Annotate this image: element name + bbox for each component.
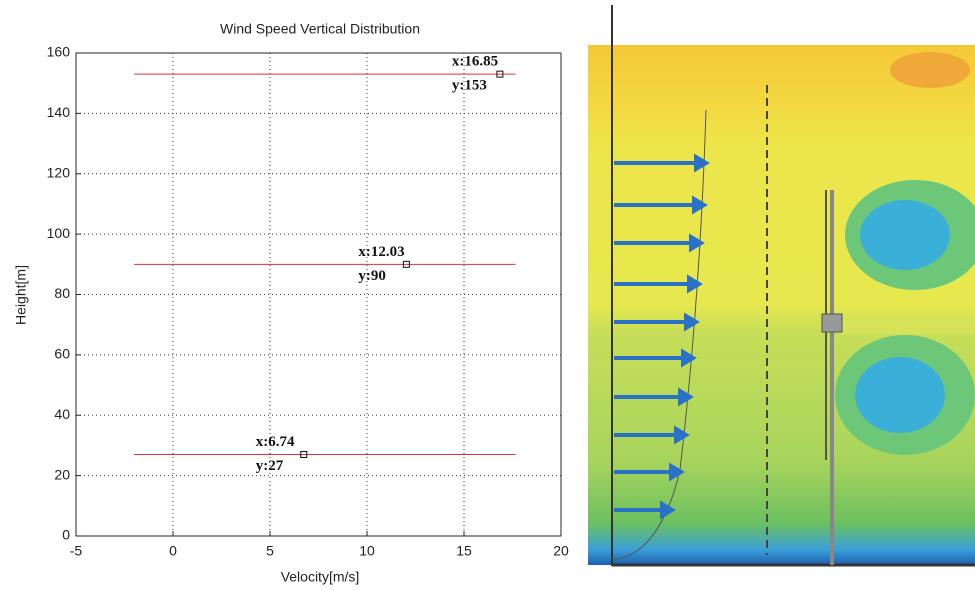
y-tick-label: 60 — [54, 346, 70, 362]
y-tick-label: 100 — [47, 225, 71, 241]
x-tick-label: 20 — [553, 543, 569, 559]
y-tick-label: 40 — [54, 406, 70, 422]
chart-title: Wind Speed Vertical Distribution — [220, 21, 420, 37]
y-tick-label: 20 — [54, 466, 70, 482]
x-tick-label: 5 — [266, 543, 274, 559]
x-tick-label: -5 — [70, 543, 83, 559]
annotation-marker — [300, 450, 308, 458]
y-tick-label: 0 — [62, 527, 70, 543]
y-tick-label: 120 — [47, 164, 71, 180]
y-tick-label: 140 — [47, 104, 71, 120]
y-axis-label: Height[m] — [13, 265, 29, 325]
y-tick-label: 160 — [47, 44, 71, 60]
annotation-x: x:6.74 — [256, 434, 295, 450]
annotation-y: y:153 — [452, 78, 487, 94]
x-tick-label: 0 — [169, 543, 177, 559]
x-tick-label: 10 — [359, 543, 375, 559]
simulation-image — [588, 5, 975, 567]
x-tick-label: 15 — [456, 543, 472, 559]
annotation-y: y:90 — [358, 268, 386, 284]
x-axis-label: Velocity[m/s] — [281, 569, 360, 585]
y-tick-label: 80 — [54, 285, 70, 301]
annotation-marker — [402, 260, 410, 268]
annotation-x: x:16.85 — [452, 54, 498, 70]
annotation-marker — [496, 70, 504, 78]
annotation-y: y:27 — [256, 458, 284, 474]
annotation-x: x:12.03 — [358, 244, 404, 260]
